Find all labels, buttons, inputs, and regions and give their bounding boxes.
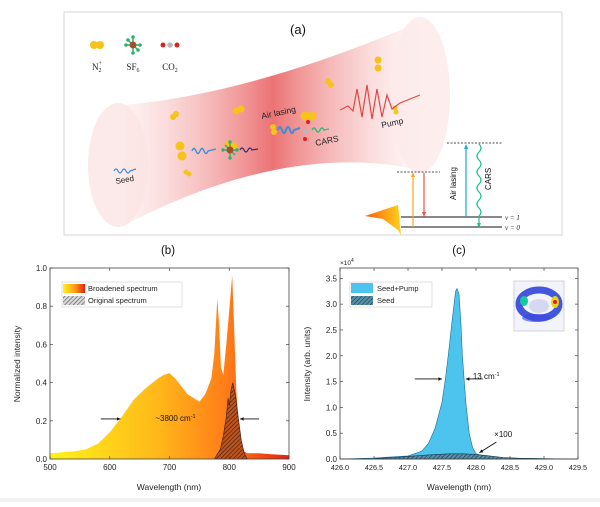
y-tick-label: 0.5 — [326, 429, 338, 438]
legend-sf6-label: SF6 — [126, 62, 139, 74]
n2-molecules-scattered — [170, 56, 399, 177]
legend-swatch-seed — [351, 296, 373, 305]
x-tick-label: 700 — [163, 463, 177, 472]
x-tick-label: 900 — [282, 463, 296, 472]
y-tick-label: 1.0 — [326, 403, 338, 412]
x-tick-label: 427.5 — [433, 463, 451, 472]
x-tick-label: 800 — [223, 463, 237, 472]
panel-c-y-axis-label: Intensity (arb. units) — [302, 327, 312, 402]
annotation-arrowhead — [479, 449, 484, 453]
energy-level-diagram: Air lasing CARS v = 1 v = 0 — [365, 142, 520, 235]
annotation-arrowhead — [116, 417, 121, 421]
y-tick-label: 0.0 — [36, 455, 48, 464]
x-tick-label: 428.0 — [467, 463, 485, 472]
y-tick-label: 1.5 — [326, 378, 338, 387]
bottom-band — [0, 498, 600, 502]
legend-label-original: Original spectrum — [88, 296, 147, 305]
y-tick-label: 3.0 — [326, 300, 338, 309]
legend-swatch-original — [63, 296, 85, 305]
legend-co2-label: CO2 — [162, 62, 178, 74]
level-v1-label: v = 1 — [505, 214, 520, 222]
legend-label-seed-pump: Seed+Pump — [377, 284, 419, 293]
y-tick-label: 0.0 — [326, 455, 338, 464]
panel-b-y-axis-label: Normalized intensity — [12, 325, 22, 402]
air-lasing-level-label: Air lasing — [449, 167, 458, 200]
y-tick-label: 2.0 — [326, 352, 338, 361]
legend-label-seed: Seed — [377, 296, 395, 305]
level-v0-label: v = 0 — [505, 224, 520, 232]
x-tick-label: 426.5 — [365, 463, 383, 472]
annotation-label: ×100 — [494, 430, 513, 439]
n2-plus-icon — [90, 41, 104, 49]
x-tick-label: 428.5 — [501, 463, 519, 472]
x-tick-label: 429.0 — [535, 463, 553, 472]
incoming-seed-wave — [191, 147, 217, 155]
panel-a-label: (a) — [290, 22, 306, 37]
sf6-icon — [124, 35, 142, 55]
y-tick-label: 3.5 — [326, 274, 338, 283]
annotation-arrowhead — [465, 377, 470, 381]
panel-c-x-axis-label: Wavelength (nm) — [427, 482, 492, 492]
y-tick-label: 1.0 — [36, 264, 48, 273]
legend-label-broadened: Broadened spectrum — [88, 284, 158, 293]
co2-molecule-in-beam — [303, 120, 310, 141]
x-tick-label: 426.0 — [331, 463, 349, 472]
molecule-legend: N2+ SF6 CO2 — [90, 35, 180, 74]
cars-level-label: CARS — [484, 168, 493, 190]
laser-beam — [88, 17, 450, 227]
annotation-label: ~3800 cm-1 — [155, 414, 195, 423]
co2-icon — [160, 42, 180, 48]
pump-pulse: Pump — [339, 84, 421, 130]
panel-c-plot-frame — [339, 267, 579, 460]
panel-c-legend: Seed+Pump Seed — [349, 281, 433, 308]
series-area-original-spectrum — [213, 382, 248, 460]
annotation-label: 13 cm-1 — [473, 372, 500, 381]
cars-beam-label: CARS — [314, 133, 340, 148]
panel-c-label: (c) — [452, 245, 466, 257]
pump-label: Pump — [380, 116, 404, 130]
panel-c-chart: (c) ×104 426.0 426.5 427.0 427.5 428.0 428.5 4… — [302, 245, 587, 492]
x-tick-label: 429.5 — [569, 463, 587, 472]
y-tick-label: 0.8 — [36, 302, 48, 311]
panel-a: (a) N2+ SF6 — [63, 11, 563, 236]
cars-wave — [311, 127, 330, 133]
x-tick-label: 600 — [103, 463, 117, 472]
legend-n2-label: N2+ — [92, 61, 103, 74]
y-tick-label: 0.6 — [36, 340, 48, 349]
seed-label: Seed — [115, 174, 135, 186]
annotation-arrowhead — [240, 417, 244, 421]
panel-b-x-axis-label: Wavelength (nm) — [137, 482, 202, 492]
annotation-arrowhead — [438, 377, 442, 381]
broadband-spectrum-icon — [365, 205, 401, 235]
panel-b-label: (b) — [161, 245, 175, 257]
panel-b-legend: Broadened spectrum Original spectrum — [61, 281, 183, 308]
y-tick-label: 0.4 — [36, 379, 48, 388]
sf6-molecule-in-beam — [221, 140, 239, 160]
legend-swatch-seed-pump — [351, 283, 373, 293]
y-tick-label: 0.2 — [36, 417, 48, 426]
seed-wave: Seed — [113, 168, 137, 186]
panel-c-y-multiplier: ×104 — [340, 258, 354, 267]
series-area-seed — [339, 453, 579, 460]
scattered-wave — [239, 147, 259, 153]
legend-swatch-broadened — [63, 284, 85, 293]
beam-profile-inset — [513, 280, 565, 332]
panel-b-chart: (b) 500 600 700 800 900 0.0 0.2 0.4 0.6 0.8 1.0 Br… — [12, 245, 296, 492]
cars-emission-arrow — [476, 143, 482, 223]
x-tick-label: 427.0 — [399, 463, 417, 472]
y-tick-label: 2.5 — [326, 326, 338, 335]
x-tick-label: 500 — [43, 463, 57, 472]
beam-entrance-ellipse — [88, 103, 148, 227]
